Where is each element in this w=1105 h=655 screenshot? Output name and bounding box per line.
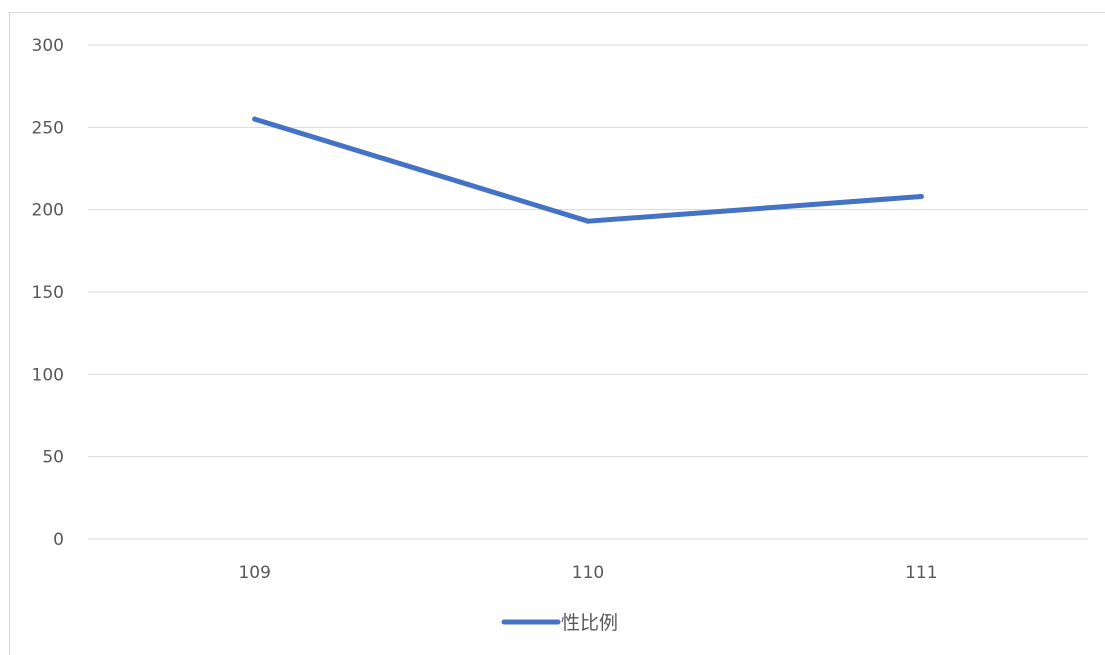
data-point: [918, 193, 924, 199]
x-tick-label: 110: [572, 563, 604, 583]
y-tick-label: 150: [32, 283, 64, 303]
chart-frame: [9, 12, 1105, 655]
legend: 性比例: [501, 612, 618, 634]
series-line: [252, 116, 924, 224]
x-tick-label: 109: [238, 563, 270, 583]
y-axis: 0 50 100 150 200 250 300: [32, 36, 64, 550]
x-tick-label: 111: [905, 563, 937, 583]
series-group: [252, 116, 924, 224]
y-tick-label: 100: [32, 365, 64, 385]
gridlines: [88, 44, 1088, 540]
y-tick-label: 250: [32, 118, 64, 138]
y-tick-label: 300: [32, 36, 64, 56]
data-point: [252, 116, 258, 122]
y-tick-label: 200: [32, 201, 64, 221]
y-tick-label: 50: [42, 448, 64, 468]
y-tick-label: 0: [53, 530, 64, 550]
legend-label: 性比例: [561, 612, 618, 634]
x-axis: 109 110 111: [238, 563, 937, 583]
data-point: [585, 218, 591, 224]
